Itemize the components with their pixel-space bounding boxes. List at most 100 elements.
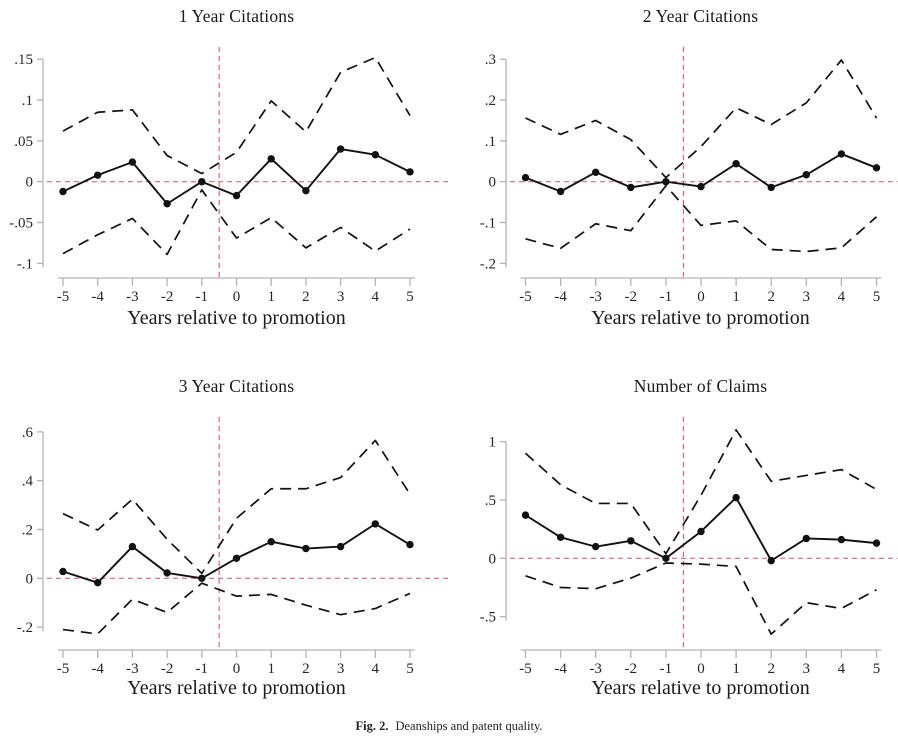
data-point-marker xyxy=(521,511,530,519)
data-point-marker xyxy=(556,533,565,541)
data-point-marker xyxy=(802,534,810,543)
panel-number-of-claims: 1 .5 0 -.5 -5 -4 -3 -2 -1 0 1 2 3 4 5 Number of Claims… xyxy=(449,370,898,715)
data-point-marker xyxy=(336,542,345,551)
x-tick-label: -4 xyxy=(91,289,104,305)
data-point-marker xyxy=(767,183,775,192)
x-tick-label: 4 xyxy=(372,661,380,677)
x-tick-label: -3 xyxy=(126,289,139,305)
data-point-marker xyxy=(232,554,241,562)
data-point-marker xyxy=(336,145,345,153)
x-tick-label: -3 xyxy=(589,289,602,305)
data-point-marker xyxy=(592,542,600,551)
panel-2-year-citations: .3 .2 .1 0 -.1 -.2 -5 -4 -3 -2 -1 0 1 2 3 4 5 2 Year Cit… xyxy=(449,0,898,345)
data-point-marker xyxy=(662,554,670,562)
data-point-marker xyxy=(732,493,740,502)
x-tick-label: 3 xyxy=(337,289,345,305)
y-tick-label: -.2 xyxy=(17,620,33,636)
panel-title: 3 Year Citations xyxy=(178,376,295,396)
x-tick-label: -5 xyxy=(519,661,532,677)
x-tick-label: 4 xyxy=(372,289,380,305)
data-point-marker xyxy=(406,168,414,176)
panel-title: 2 Year Citations xyxy=(642,6,759,26)
data-point-marker xyxy=(872,539,881,547)
x-tick-label: 0 xyxy=(697,289,705,305)
data-point-marker xyxy=(837,150,846,158)
x-tick-label: -2 xyxy=(625,661,638,677)
y-tick-label: 0 xyxy=(26,571,34,587)
data-point-marker xyxy=(521,173,530,182)
y-tick-label: .5 xyxy=(485,493,496,509)
y-tick-label: .6 xyxy=(22,425,34,441)
data-point-marker xyxy=(59,187,67,196)
caption-text: Deanships and patent quality. xyxy=(395,719,543,733)
x-axis-label: Years relative to promotion xyxy=(591,677,810,699)
x-tick-label: -2 xyxy=(161,289,174,305)
data-point-marker xyxy=(872,164,881,172)
x-axis-label: Years relative to promotion xyxy=(127,307,346,329)
x-tick-label: 1 xyxy=(732,661,740,677)
x-tick-label: 3 xyxy=(803,289,811,305)
panel-title: Number of Claims xyxy=(633,376,768,396)
x-tick-label: -3 xyxy=(589,661,602,677)
panel-title: 1 Year Citations xyxy=(178,6,295,26)
x-tick-label: 3 xyxy=(337,661,345,677)
y-tick-label: 0 xyxy=(489,175,497,191)
y-tick-label: -.1 xyxy=(17,256,33,272)
data-point-marker xyxy=(627,537,635,545)
y-tick-label: .1 xyxy=(22,93,33,109)
data-point-marker xyxy=(406,540,414,549)
upper-ci-line xyxy=(62,56,411,175)
data-point-marker xyxy=(371,151,379,159)
lower-ci-line xyxy=(525,562,877,636)
upper-ci-line xyxy=(524,429,877,555)
x-tick-label: -1 xyxy=(660,661,673,677)
x-tick-label: -1 xyxy=(660,289,673,305)
x-tick-label: 5 xyxy=(406,289,414,305)
x-tick-label: 3 xyxy=(803,661,811,677)
x-tick-label: 0 xyxy=(233,661,241,677)
data-point-marker xyxy=(232,191,241,200)
figure-caption: Fig. 2. Deanships and patent quality. xyxy=(0,719,898,734)
data-point-marker xyxy=(732,160,740,168)
x-tick-label: 5 xyxy=(406,661,414,677)
data-point-marker xyxy=(627,183,635,192)
x-tick-label: 1 xyxy=(267,661,275,677)
data-point-marker xyxy=(592,168,600,177)
y-tick-label: -.05 xyxy=(9,216,33,232)
x-tick-label: 1 xyxy=(732,289,740,305)
data-point-marker xyxy=(767,556,775,565)
plot-3-year-citations: .6 .4 .2 0 -.2 -5 -4 -3 -2 -1 0 1 2 3 4 5 xyxy=(17,417,449,677)
x-tick-label: -2 xyxy=(161,661,174,677)
x-axis-label: Years relative to promotion xyxy=(591,307,810,329)
plot-2-year-citations: .3 .2 .1 0 -.1 -.2 -5 -4 -3 -2 -1 0 1 2 3 4 5 xyxy=(480,47,898,305)
caption-label: Fig. 2. xyxy=(355,719,389,733)
x-tick-label: 0 xyxy=(697,661,705,677)
x-tick-label: 5 xyxy=(873,289,881,305)
data-point-marker xyxy=(697,182,705,191)
data-point-marker xyxy=(267,155,275,163)
data-point-marker xyxy=(198,178,206,186)
y-tick-label: .15 xyxy=(14,52,33,68)
panel-1-year-citations: .15 .1 .05 0 -.05 -.1 -5 -4 -3 -2 -1 0 1 2 3 4 5 1 Year … xyxy=(0,0,449,345)
upper-ci-line xyxy=(62,439,411,575)
x-axis-label: Years relative to promotion xyxy=(127,677,346,699)
upper-ci-line xyxy=(525,59,878,179)
y-tick-label: .2 xyxy=(485,93,496,109)
point-estimate-line xyxy=(62,522,411,584)
y-tick-label: .1 xyxy=(485,134,496,150)
y-tick-label: .4 xyxy=(22,474,34,490)
data-point-marker xyxy=(302,186,310,195)
x-tick-label: -4 xyxy=(554,289,567,305)
data-point-marker xyxy=(198,574,206,582)
x-tick-label: 2 xyxy=(767,661,775,677)
x-tick-label: -4 xyxy=(91,661,104,677)
data-point-marker xyxy=(128,158,137,166)
data-point-marker xyxy=(302,544,310,553)
plot-1-year-citations: .15 .1 .05 0 -.05 -.1 -5 -4 -3 -2 -1 0 1 2 3 4 5 xyxy=(9,47,449,305)
x-tick-label: -4 xyxy=(554,661,567,677)
y-tick-label: -.5 xyxy=(480,610,496,626)
plot-number-of-claims: 1 .5 0 -.5 -5 -4 -3 -2 -1 0 1 2 3 4 5 xyxy=(480,417,898,677)
x-tick-label: -2 xyxy=(625,289,638,305)
data-point-marker xyxy=(163,200,171,208)
